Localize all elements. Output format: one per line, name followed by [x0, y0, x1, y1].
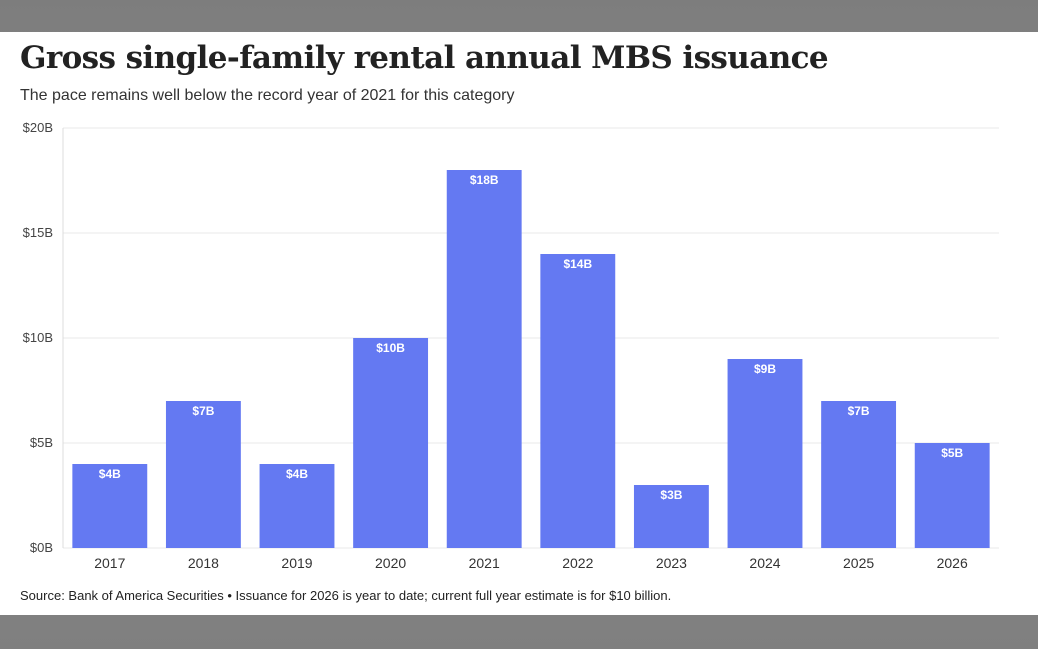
data-label: $7B: [848, 404, 870, 418]
data-label: $5B: [941, 446, 963, 460]
bar-2026[interactable]: [914, 443, 990, 548]
data-label: $4B: [286, 467, 308, 481]
data-label: $14B: [563, 257, 592, 271]
x-tick-label: 2022: [562, 555, 593, 571]
data-label: $9B: [754, 362, 776, 376]
x-tick-label: 2024: [749, 555, 780, 571]
data-label: $10B: [376, 341, 405, 355]
bar-2018[interactable]: [165, 401, 241, 548]
bar-2022[interactable]: [540, 254, 616, 548]
chart-card: Gross single-family rental annual MBS is…: [0, 32, 1038, 615]
x-tick-label: 2019: [281, 555, 312, 571]
x-tick-label: 2023: [656, 555, 687, 571]
x-tick-label: 2026: [937, 555, 968, 571]
y-tick-label: $15B: [23, 225, 53, 240]
x-tick-label: 2021: [469, 555, 500, 571]
bar-2017[interactable]: [72, 464, 148, 548]
bar-2024[interactable]: [727, 359, 803, 548]
bar-2020[interactable]: [353, 338, 429, 548]
data-label: $3B: [660, 488, 682, 502]
bar-2023[interactable]: [633, 485, 709, 548]
y-tick-label: $20B: [23, 120, 53, 135]
y-tick-label: $10B: [23, 330, 53, 345]
y-tick-label: $0B: [30, 540, 53, 555]
chart-title: Gross single-family rental annual MBS is…: [20, 40, 829, 76]
chart-subtitle: The pace remains well below the record y…: [20, 87, 515, 104]
bar-chart: $0B $5B $10B $15B $20B $4B 2017 $7B 2018 $4B 2019 $…: [23, 120, 999, 571]
data-label: $7B: [192, 404, 214, 418]
bar-2021[interactable]: [446, 170, 522, 548]
y-tick-label: $5B: [30, 435, 53, 450]
x-tick-label: 2020: [375, 555, 406, 571]
bar-2019[interactable]: [259, 464, 335, 548]
data-label: $18B: [470, 173, 499, 187]
bar-2025[interactable]: [821, 401, 897, 548]
x-tick-label: 2017: [94, 555, 125, 571]
x-tick-label: 2025: [843, 555, 874, 571]
data-label: $4B: [99, 467, 121, 481]
x-tick-label: 2018: [188, 555, 219, 571]
source-note: Source: Bank of America Securities • Iss…: [20, 588, 672, 603]
